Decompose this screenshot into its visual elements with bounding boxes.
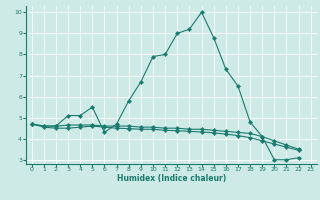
X-axis label: Humidex (Indice chaleur): Humidex (Indice chaleur) — [116, 174, 226, 183]
